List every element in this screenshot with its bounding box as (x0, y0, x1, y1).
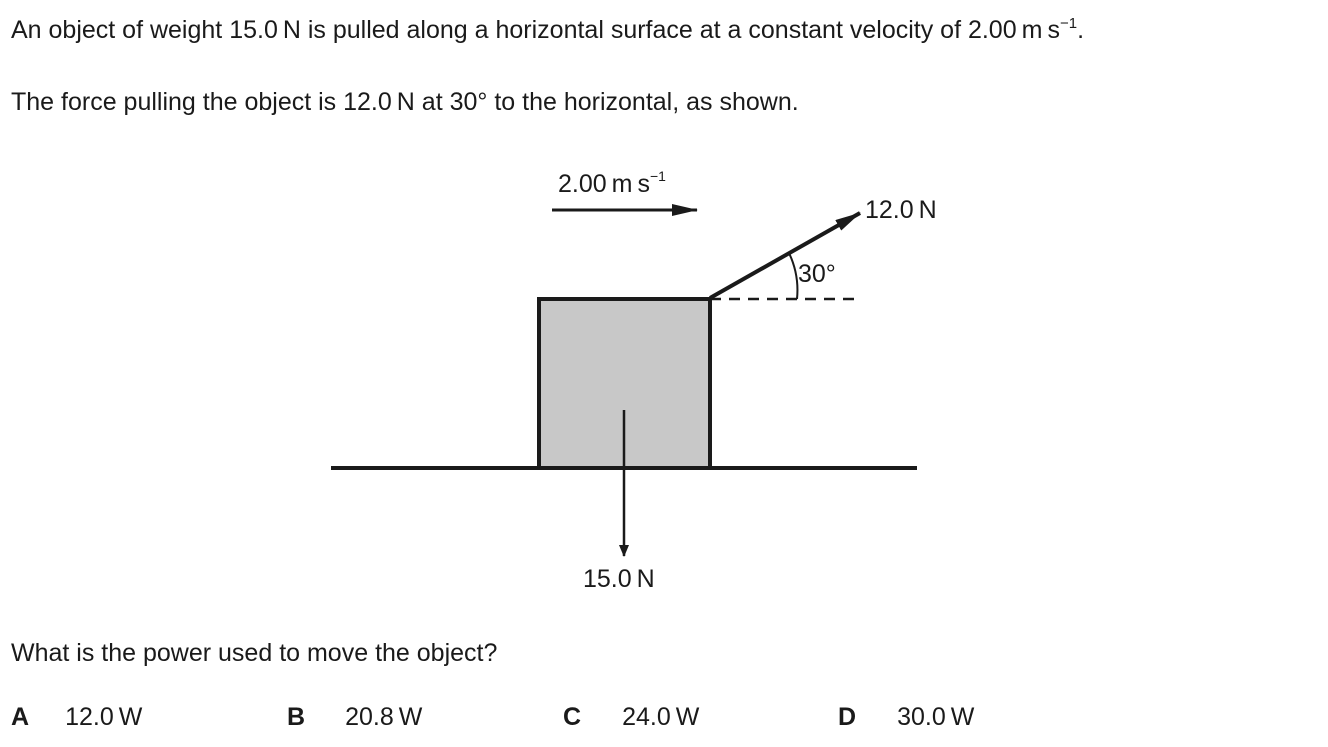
pull-force-arrow (709, 211, 861, 300)
question-intro-text: An object of weight 15.0 N is pulled alo… (11, 16, 1060, 44)
option-d-value: 30.0 W (897, 703, 975, 731)
option-b-letter: B (287, 703, 306, 731)
velocity-label-superscript: −1 (650, 168, 666, 184)
option-d-letter: D (838, 703, 857, 731)
weight-label: 15.0 N (583, 565, 655, 593)
option-b[interactable]: B 20.8 W (287, 705, 422, 730)
question-intro: An object of weight 15.0 N is pulled alo… (11, 14, 1085, 44)
option-a-letter: A (11, 703, 30, 731)
question-prompt: What is the power used to move the objec… (11, 639, 498, 667)
question-intro-period: . (1077, 16, 1085, 44)
option-a[interactable]: A 12.0 W (11, 705, 142, 730)
option-b-value: 20.8 W (345, 703, 423, 731)
angle-arc (788, 252, 799, 300)
option-c-letter: C (563, 703, 582, 731)
option-c[interactable]: C 24.0 W (563, 705, 699, 730)
angle-label: 30° (798, 260, 836, 288)
option-a-value: 12.0 W (65, 703, 143, 731)
question-intro-superscript: −1 (1059, 14, 1078, 32)
velocity-label-text: 2.00 m s (558, 170, 650, 198)
option-c-value: 24.0 W (622, 703, 700, 731)
velocity-label: 2.00 m s−1 (558, 168, 666, 198)
option-d[interactable]: D 30.0 W (838, 705, 974, 730)
pull-force-label: 12.0 N (865, 196, 937, 224)
force-sentence: The force pulling the object is 12.0 N a… (11, 88, 799, 116)
